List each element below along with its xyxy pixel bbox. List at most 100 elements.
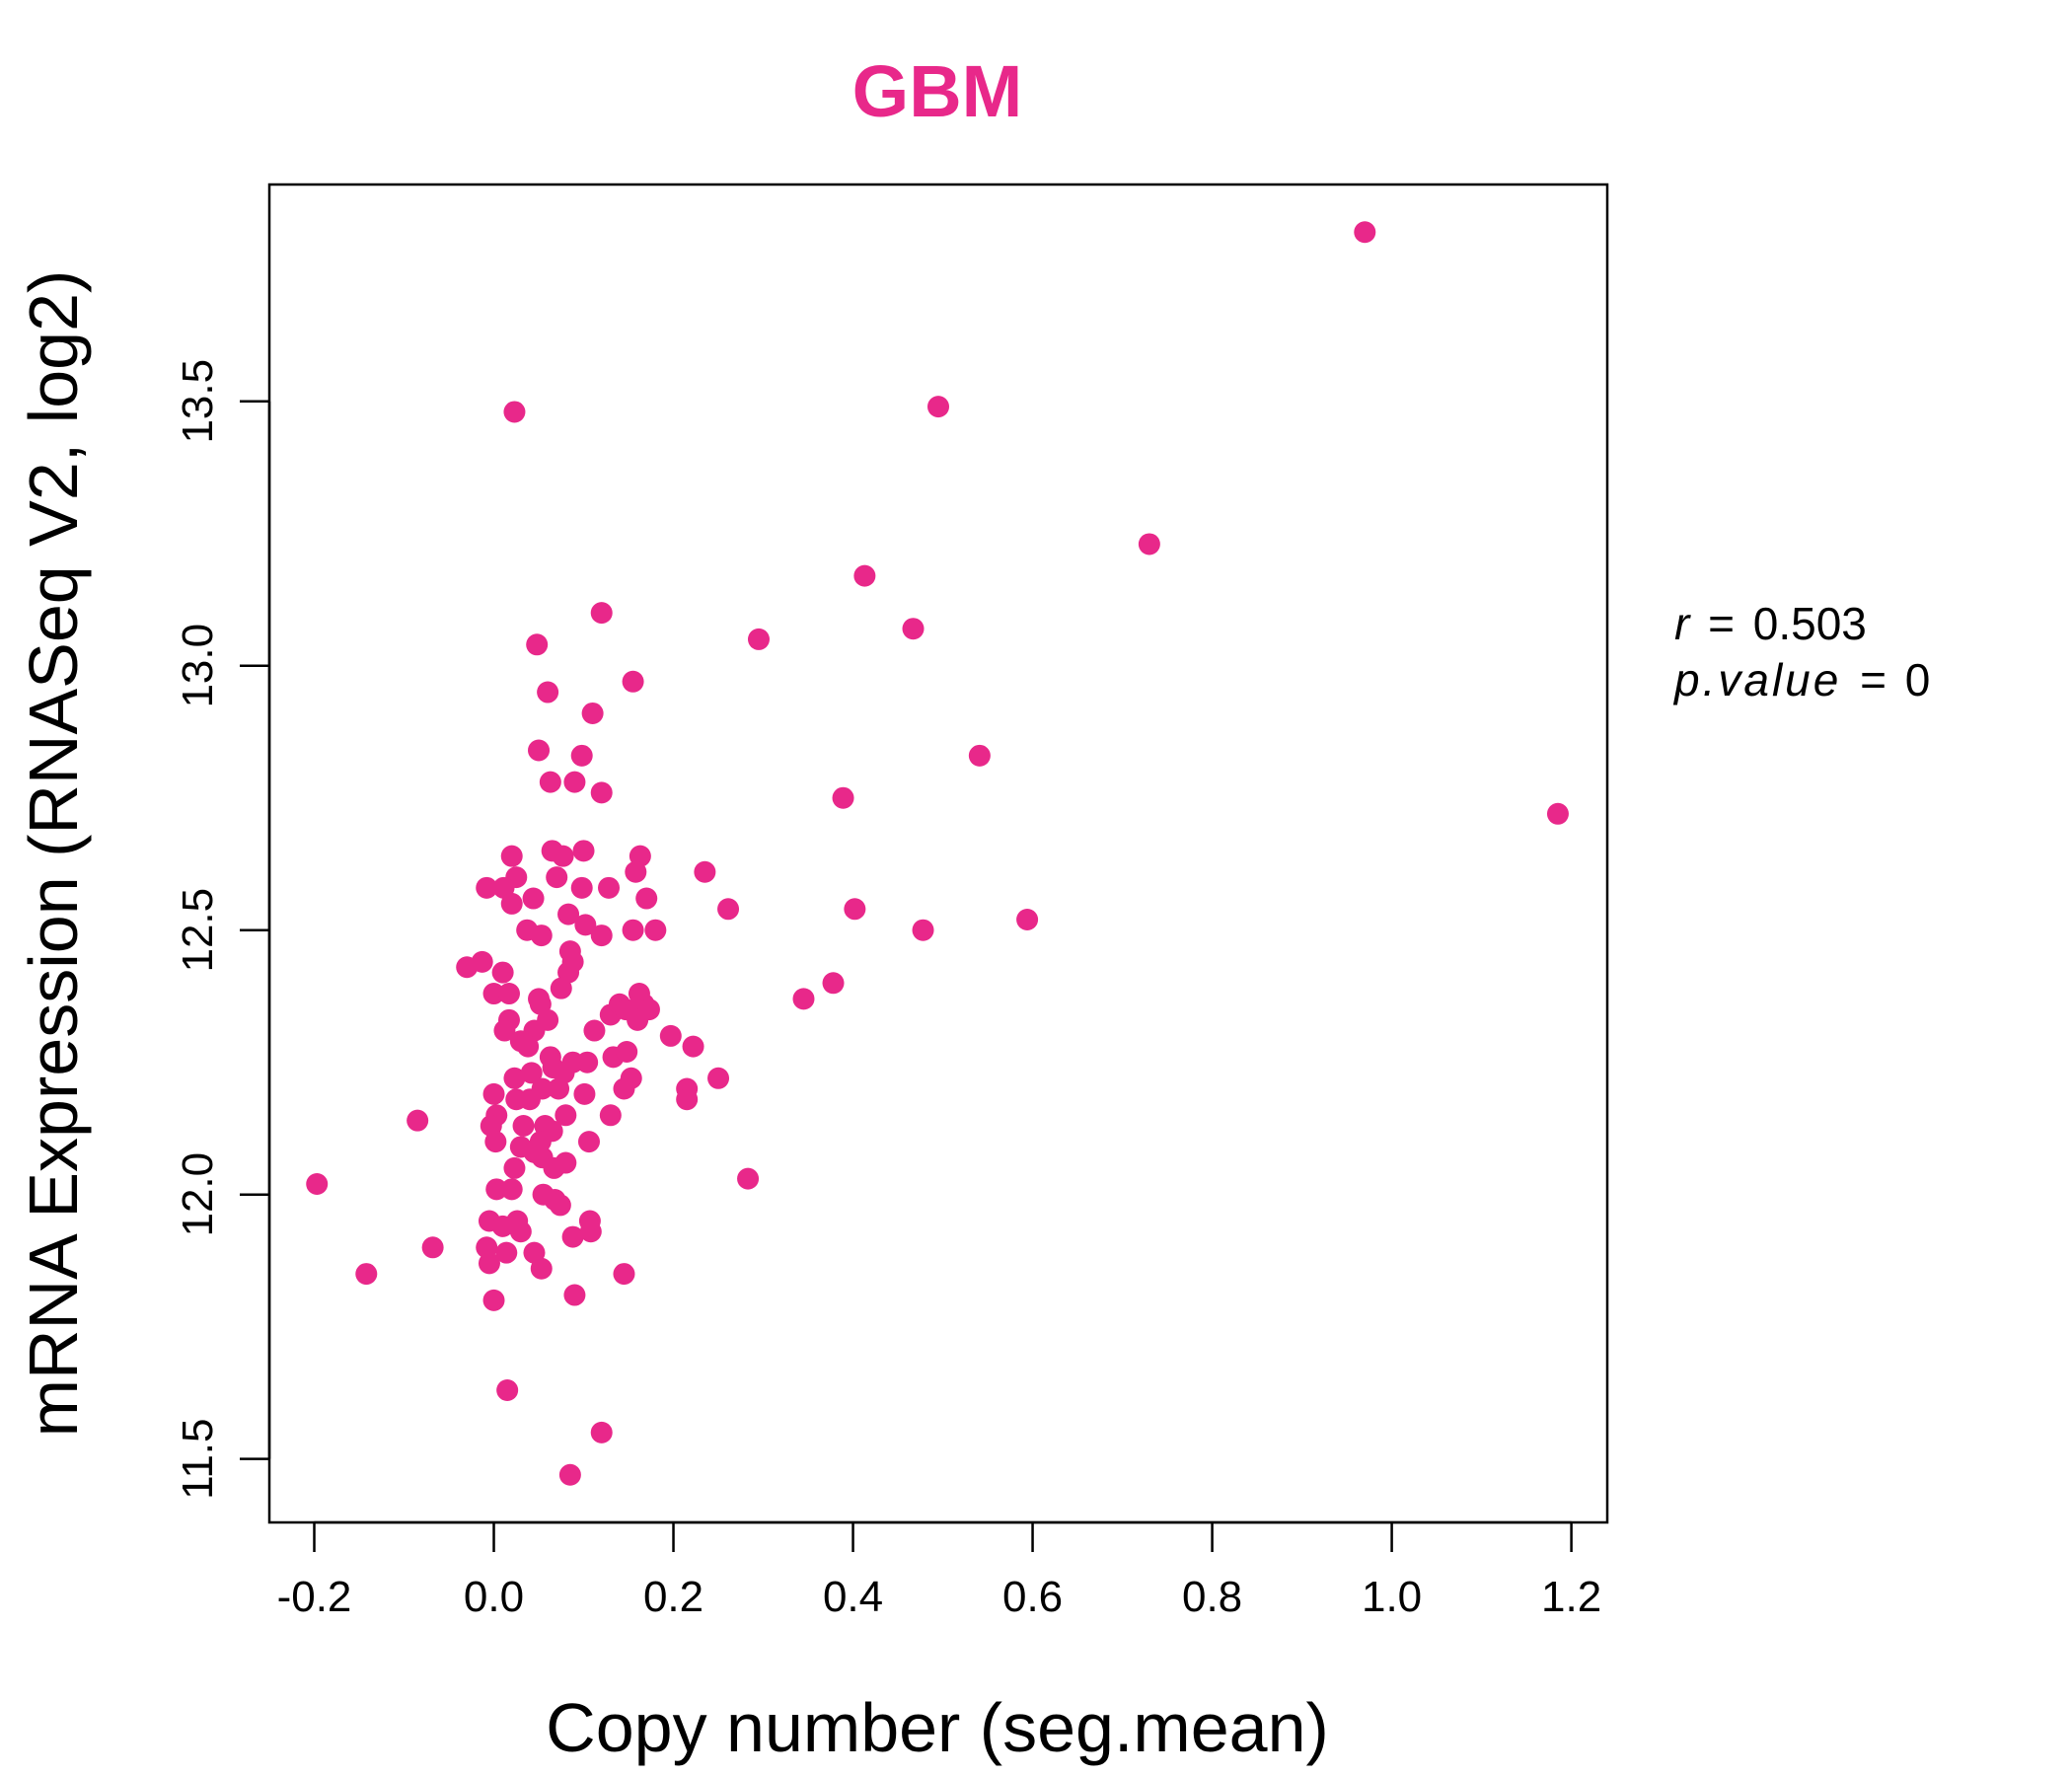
data-point [635, 887, 658, 910]
data-point [912, 919, 934, 941]
data-point [968, 744, 991, 767]
y-tick-label: 11.5 [174, 1418, 222, 1499]
data-point [844, 898, 866, 921]
data-point [537, 681, 559, 703]
data-point [495, 1241, 518, 1264]
data-point [517, 1035, 540, 1058]
y-tick-label: 13.0 [174, 624, 222, 708]
data-point [485, 1178, 508, 1201]
data-point [482, 1082, 505, 1105]
data-point [555, 1104, 577, 1127]
data-point [558, 1463, 581, 1486]
data-point [576, 1051, 599, 1073]
x-tick-label: 0.2 [643, 1573, 703, 1621]
data-point [543, 1156, 565, 1179]
data-point [482, 1289, 505, 1311]
data-point [355, 1263, 378, 1286]
correlation-name: r [1674, 598, 1691, 649]
data-point [583, 1019, 606, 1042]
data-point [471, 950, 493, 973]
data-point [1138, 533, 1160, 555]
data-point [853, 564, 876, 587]
data-point [613, 1263, 635, 1286]
data-point [496, 1379, 519, 1402]
data-point [570, 876, 593, 899]
data-point [590, 602, 613, 625]
data-point [509, 1221, 532, 1243]
data-points [306, 221, 1569, 1486]
data-point [421, 1236, 444, 1259]
x-tick-label: 0.4 [823, 1573, 883, 1621]
pvalue-annotation: p.value = 0 [1672, 654, 1930, 705]
data-point [497, 983, 520, 1005]
x-tick-label: -0.2 [277, 1573, 352, 1621]
x-tick-label: 0.0 [464, 1573, 524, 1621]
data-point [644, 919, 667, 941]
chart-title: GBM [852, 50, 1023, 132]
data-point [563, 771, 586, 793]
data-point [570, 744, 593, 767]
data-point [557, 903, 580, 925]
data-point [306, 1172, 329, 1195]
y-tick-label: 12.5 [174, 888, 222, 973]
data-point [572, 840, 595, 862]
data-point [613, 1077, 635, 1100]
data-point [512, 1115, 535, 1138]
data-point [549, 1194, 571, 1217]
pvalue-name: p.value [1672, 654, 1841, 705]
data-point [1354, 221, 1376, 244]
data-point [599, 1104, 622, 1127]
pvalue-value: 0 [1905, 654, 1931, 705]
correlation-value: 0.503 [1753, 598, 1867, 649]
data-point [503, 1156, 526, 1179]
data-point [902, 618, 925, 640]
data-point [503, 401, 526, 423]
x-tick-label: 0.6 [1002, 1573, 1063, 1621]
pvalue-equals: = [1860, 654, 1887, 705]
data-point [694, 860, 716, 883]
data-point [550, 977, 572, 999]
data-point [616, 1040, 638, 1063]
data-point [528, 739, 551, 762]
data-point [522, 887, 545, 910]
data-point [717, 898, 740, 921]
data-point [539, 771, 561, 793]
data-point [491, 961, 514, 984]
data-point [625, 860, 647, 883]
data-point [500, 892, 523, 915]
x-tick-label: 1.2 [1541, 1573, 1601, 1621]
data-point [530, 925, 553, 947]
data-point [407, 1109, 429, 1132]
data-point [546, 866, 568, 889]
data-point [526, 633, 549, 656]
data-point [500, 1178, 523, 1201]
data-point [676, 1088, 699, 1111]
data-point [518, 1088, 541, 1111]
data-point [832, 786, 854, 809]
y-tick-label: 12.0 [174, 1152, 222, 1237]
data-point [552, 845, 574, 867]
data-point [574, 914, 597, 936]
correlation-annotation: r = 0.503 [1674, 598, 1867, 649]
data-point [484, 1131, 507, 1153]
x-axis-title: Copy number (seg.mean) [546, 1689, 1329, 1766]
data-point [493, 1019, 516, 1042]
data-point [682, 1035, 704, 1058]
data-point [530, 1257, 553, 1280]
data-point [747, 628, 770, 650]
data-point [737, 1167, 760, 1190]
data-point [548, 1077, 570, 1100]
data-point [573, 1082, 596, 1105]
data-point [476, 876, 498, 899]
y-tick-label: 13.5 [174, 359, 222, 444]
data-point [1546, 802, 1569, 825]
data-point [563, 1284, 586, 1306]
x-tick-label: 1.0 [1362, 1573, 1422, 1621]
y-axis: 11.5 12.0 12.5 13.0 13.5 [174, 359, 271, 1500]
data-point [503, 1067, 526, 1089]
data-point [590, 925, 613, 947]
data-point [1016, 908, 1039, 930]
data-point [478, 1252, 500, 1275]
data-point [577, 1131, 600, 1153]
